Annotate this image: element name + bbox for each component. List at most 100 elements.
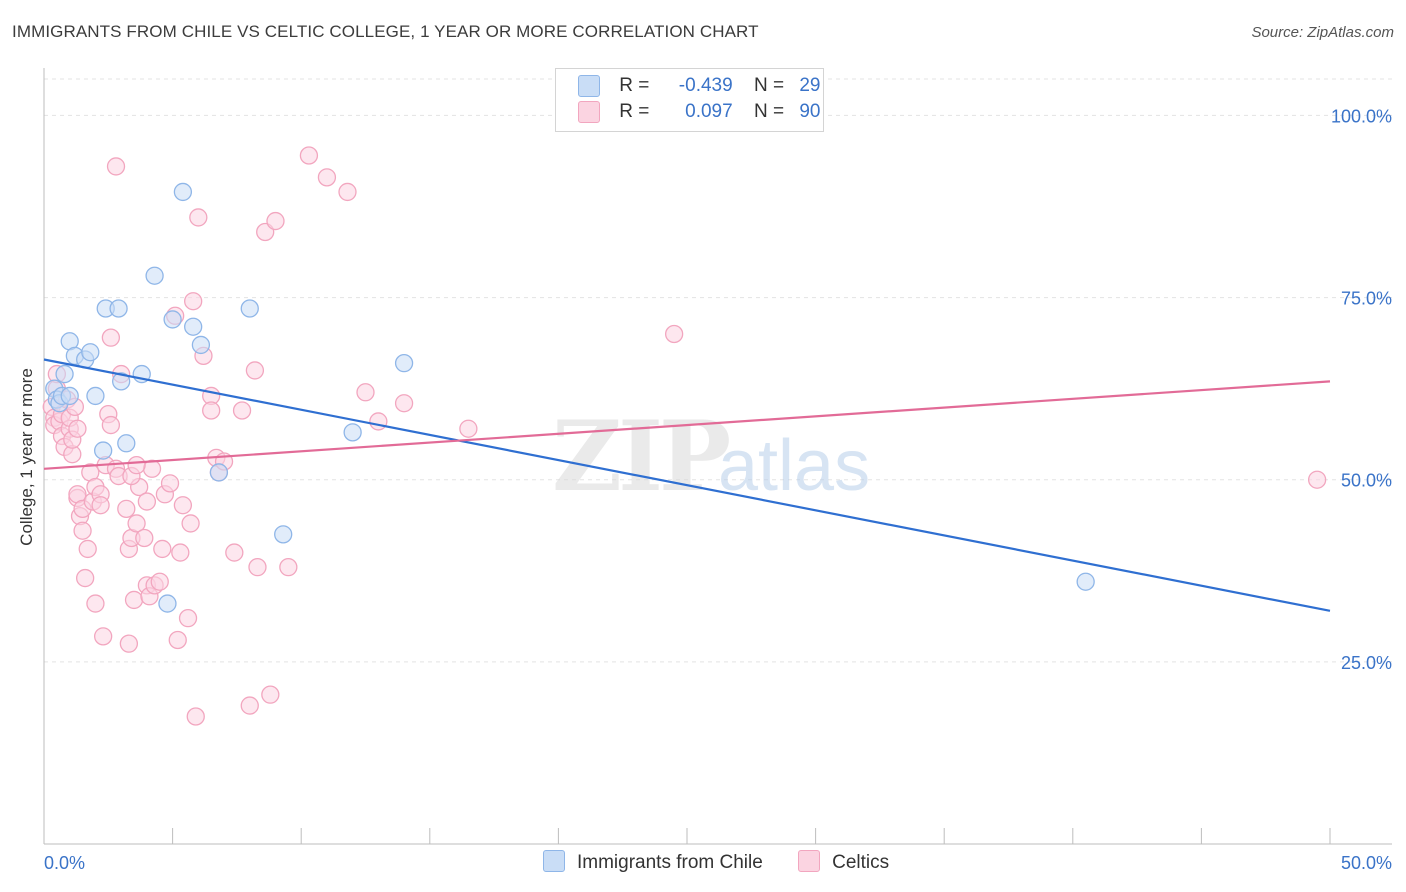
celtics-point — [394, 394, 414, 413]
celtics-point — [78, 539, 97, 559]
chile-point — [117, 434, 136, 453]
celtics-point — [68, 419, 87, 438]
legend-r-label: R = — [619, 75, 650, 97]
y-tick-label: 75.0% — [1341, 289, 1392, 309]
celtics-point — [225, 543, 244, 562]
celtics-point — [91, 496, 110, 515]
celtics-point — [160, 474, 180, 493]
series-swatch-chile — [543, 850, 565, 872]
source-label: Source: ZipAtlas.com — [1251, 24, 1394, 41]
celtics-point — [117, 499, 136, 519]
chile-trend-line — [43, 358, 1331, 612]
celtics-point — [124, 590, 144, 610]
celtics-point — [106, 157, 126, 176]
legend-r-value: -0.439 — [678, 75, 733, 97]
celtics-point — [232, 401, 252, 420]
y-tick-label: 50.0% — [1341, 471, 1392, 491]
celtics-point — [369, 412, 388, 431]
chile-point — [209, 463, 229, 482]
celtics-point — [248, 557, 267, 577]
chile-point — [394, 353, 414, 373]
legend-n-value: 29 — [799, 75, 821, 97]
celtics-point — [137, 492, 157, 511]
legend-row-chile: R = -0.439 N = 29 — [578, 75, 820, 99]
celtics-point — [101, 415, 121, 435]
celtics-point — [171, 543, 190, 562]
x-tick-label: 0.0% — [44, 853, 85, 873]
chile-point — [191, 335, 211, 355]
celtics-point — [127, 514, 146, 533]
celtics-point — [127, 455, 146, 475]
celtics-point — [135, 528, 154, 548]
celtics-point — [73, 521, 92, 540]
series-legend-label: Immigrants from Chile — [577, 852, 763, 874]
celtics-point — [261, 685, 280, 704]
chile-point — [55, 364, 74, 384]
series-swatch-celtics — [798, 850, 821, 872]
chile-point — [145, 266, 164, 285]
legend-n-label: N = — [753, 75, 785, 97]
chile-point — [86, 386, 105, 406]
celtics-point — [459, 419, 478, 438]
celtics-point — [299, 146, 319, 165]
celtics-point — [168, 630, 187, 650]
chile-point — [1076, 572, 1095, 591]
chile-point — [158, 594, 177, 613]
chart-title: IMMIGRANTS FROM CHILE VS CELTIC COLLEGE,… — [12, 22, 759, 41]
chile-point — [112, 372, 131, 391]
celtics-point — [664, 324, 684, 344]
y-axis-label: College, 1 year or more — [17, 368, 36, 546]
celtics-point — [240, 696, 259, 715]
legend-n-label: N = — [753, 101, 785, 123]
series-legend-item-celtics: Celtics — [798, 850, 890, 874]
legend-row-celtics: R = 0.097 N = 90 — [578, 101, 820, 125]
celtics-point — [150, 572, 169, 591]
chile-point — [274, 525, 293, 544]
chile-point — [163, 310, 182, 329]
chile-point — [94, 441, 113, 460]
celtics-point — [184, 292, 203, 311]
celtics-point — [181, 514, 200, 533]
watermark-atlas: atlas — [718, 426, 870, 506]
celtics-point — [153, 539, 172, 559]
chile-point — [343, 423, 362, 442]
celtics-point — [317, 168, 337, 187]
celtics-point — [173, 496, 193, 515]
y-tick-label: 100.0% — [1331, 106, 1392, 126]
celtics-point — [356, 383, 375, 402]
chile-point — [173, 182, 193, 202]
celtics-point — [202, 401, 221, 420]
legend-swatch-chile — [578, 75, 600, 97]
celtics-point — [119, 634, 139, 653]
celtics-point — [279, 557, 298, 577]
celtics-point — [189, 208, 208, 227]
series-legend: Immigrants from Chile Celtics — [543, 850, 919, 874]
celtics-point — [338, 182, 357, 202]
celtics-point — [86, 594, 105, 613]
celtics-point — [76, 568, 95, 588]
celtics-point — [101, 328, 121, 347]
legend-swatch-celtics — [578, 101, 600, 123]
x-tick-label: 50.0% — [1341, 853, 1392, 873]
legend-r-label: R = — [619, 101, 650, 123]
celtics-point — [178, 608, 198, 628]
chile-point — [81, 343, 100, 362]
series-legend-label: Celtics — [832, 852, 890, 874]
celtics-point — [1307, 470, 1327, 489]
celtics-point — [186, 707, 205, 726]
y-tick-label: 25.0% — [1341, 653, 1392, 673]
series-legend-item-chile: Immigrants from Chile — [543, 850, 763, 874]
celtics-point — [94, 627, 113, 646]
watermark-zip: ZIP — [552, 400, 729, 513]
celtics-trend-line — [43, 380, 1331, 470]
chile-point — [109, 299, 128, 318]
legend-n-value: 90 — [799, 101, 821, 123]
correlation-legend: R = -0.439 N = 29 R = 0.097 N = 90 — [555, 68, 824, 132]
chile-point — [184, 317, 203, 336]
legend-r-value: 0.097 — [685, 101, 733, 123]
chile-point — [240, 299, 259, 318]
celtics-point — [266, 211, 285, 231]
chile-point — [60, 386, 79, 406]
celtics-point — [245, 361, 265, 380]
